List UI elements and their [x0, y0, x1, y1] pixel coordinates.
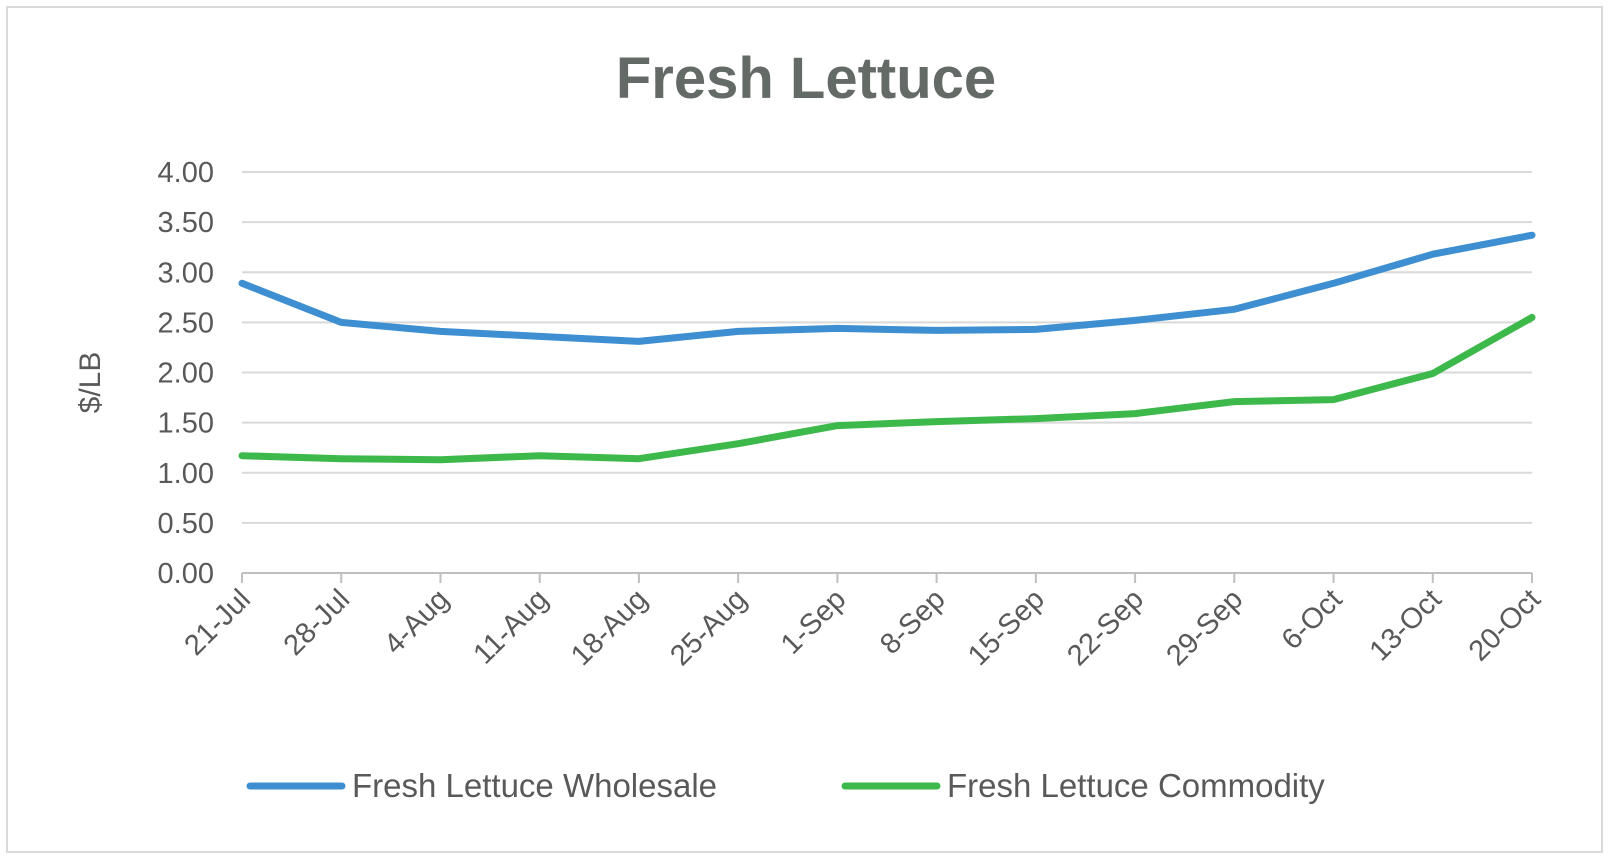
legend-label: Fresh Lettuce Commodity [947, 767, 1325, 804]
legend: Fresh Lettuce Wholesale Fresh Lettuce Com… [246, 767, 1325, 804]
x-tick-label: 20-Oct [1463, 583, 1547, 667]
y-tick-label: 2.00 [158, 358, 214, 390]
x-tick-label: 21-Jul [178, 583, 256, 661]
y-tick-label: 3.50 [158, 207, 214, 239]
y-tick-label: 2.50 [158, 307, 214, 339]
y-tick-label: 4.00 [158, 157, 214, 189]
y-tick-label: 0.50 [158, 508, 214, 540]
x-tick-label: 13-Oct [1364, 583, 1448, 667]
chart-title: Fresh Lettuce [616, 46, 996, 111]
x-tick-label: 11-Aug [467, 583, 554, 670]
x-tick-label: 6-Oct [1276, 583, 1349, 656]
y-tick-label: 1.50 [158, 408, 214, 440]
x-tick-label: 1-Sep [775, 583, 852, 660]
x-tick-labels: 21-Jul 28-Jul 4-Aug 11-Aug 18-Aug 25-Aug 1-Sep… [178, 573, 1547, 672]
y-tick-label: 3.00 [158, 257, 214, 289]
x-tick-label: 28-Jul [278, 583, 356, 661]
series-line-commodity [238, 313, 1536, 464]
x-tick-label: 25-Aug [664, 583, 753, 672]
y-tick-labels: 0.00 0.50 1.00 1.50 2.00 2.50 3.00 3.50 4.00 [158, 157, 214, 590]
y-axis-label: $/LB [74, 352, 107, 414]
x-tick-label: 8-Sep [874, 583, 951, 660]
gridlines [242, 171, 1532, 574]
x-tick-label: 29-Sep [1161, 583, 1250, 672]
y-tick-label: 1.00 [158, 458, 214, 490]
legend-label: Fresh Lettuce Wholesale [352, 767, 717, 804]
x-tick-label: 15-Sep [962, 583, 1051, 672]
x-tick-label: 18-Aug [565, 583, 654, 672]
series-lines [238, 231, 1536, 464]
series-line-wholesale [238, 231, 1536, 345]
y-tick-label: 0.00 [158, 558, 214, 590]
x-tick-label: 4-Aug [378, 583, 455, 660]
x-tick-label: 22-Sep [1061, 583, 1150, 672]
